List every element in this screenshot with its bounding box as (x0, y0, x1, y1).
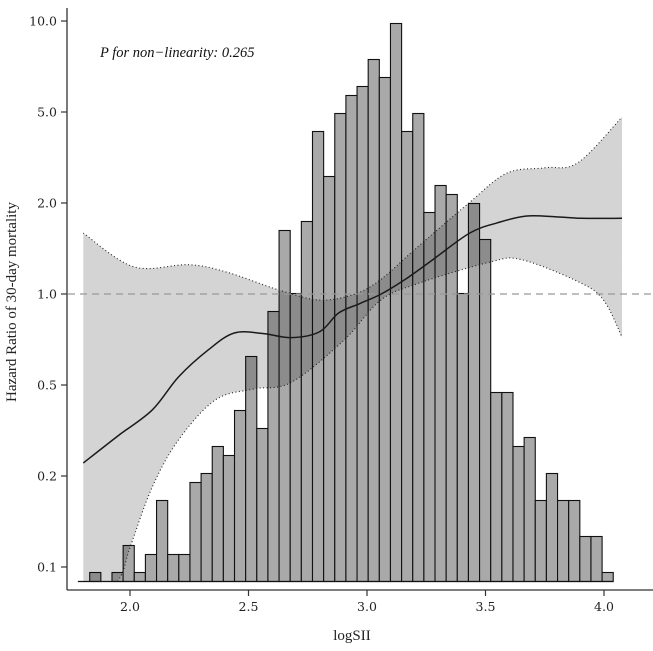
ci-lower-line (117, 257, 623, 581)
histogram (77, 22, 614, 583)
confidence-band (83, 116, 623, 581)
histogram-bar (590, 535, 603, 583)
histogram-bar (167, 553, 180, 583)
histogram-bar (256, 427, 269, 583)
y-tick-label: 2.0 (37, 196, 57, 211)
x-axis-title: logSII (333, 628, 371, 644)
histogram-bar (211, 445, 224, 583)
histogram-bar (356, 85, 369, 583)
histogram-bar (144, 553, 158, 583)
y-tick-label: 5.0 (37, 105, 57, 120)
histogram-bar (133, 571, 146, 583)
y-axis-title: Hazard Ratio of 30-day mortality (4, 202, 20, 402)
histogram-bar (389, 22, 403, 583)
histogram-bar (501, 391, 514, 583)
histogram-bar (401, 130, 414, 583)
histogram-bar (155, 499, 169, 583)
p-nonlinearity-annotation: P for non−linearity: 0.265 (99, 45, 255, 61)
histogram-bar (334, 112, 347, 583)
x-tick-label: 2.0 (120, 599, 140, 614)
histogram-bar (189, 481, 202, 583)
hazard-ratio-curve (82, 214, 623, 464)
ci-upper-line (83, 116, 623, 301)
histogram-bar (556, 499, 570, 583)
histogram-bar (345, 94, 358, 583)
histogram-bar (490, 391, 503, 583)
x-tick-label: 3.0 (357, 599, 377, 614)
histogram-bar (601, 571, 614, 583)
x-tick-label: 4.0 (594, 599, 614, 614)
y-tick-label: 10.0 (29, 14, 57, 29)
y-tick-label: 0.5 (37, 378, 57, 393)
y-tick-label: 0.2 (37, 469, 57, 484)
axes: 0.1 0.2 0.5 1.0 2.0 5.0 10.0 2.0 2.5 3.0 3.5 4.0 (29, 8, 653, 614)
histogram-bar (178, 553, 191, 583)
curves (68, 214, 653, 464)
histogram-bar (568, 499, 581, 583)
histogram-bar (233, 409, 247, 583)
histogram-bar (222, 454, 236, 583)
y-tick-label: 0.1 (37, 560, 57, 575)
histogram-bar (579, 535, 592, 583)
histogram-bar (512, 445, 525, 583)
histogram-bar (278, 229, 291, 583)
histogram-bar (479, 238, 492, 583)
histogram-bar (523, 436, 536, 583)
histogram-bar (323, 175, 336, 583)
histogram-bar (378, 76, 392, 583)
histogram-bar (200, 472, 213, 583)
histogram-bar (412, 112, 425, 583)
y-tick-label: 1.0 (37, 287, 57, 302)
histogram-bar (545, 472, 559, 583)
x-tick-label: 3.5 (476, 599, 496, 614)
histogram-bar (300, 220, 314, 583)
ci-band-fill (83, 117, 623, 581)
x-tick-label: 2.5 (239, 599, 259, 614)
histogram-bar (534, 499, 547, 583)
histogram-bar (245, 355, 258, 583)
histogram-bar (456, 292, 469, 583)
histogram-bar (367, 58, 380, 583)
